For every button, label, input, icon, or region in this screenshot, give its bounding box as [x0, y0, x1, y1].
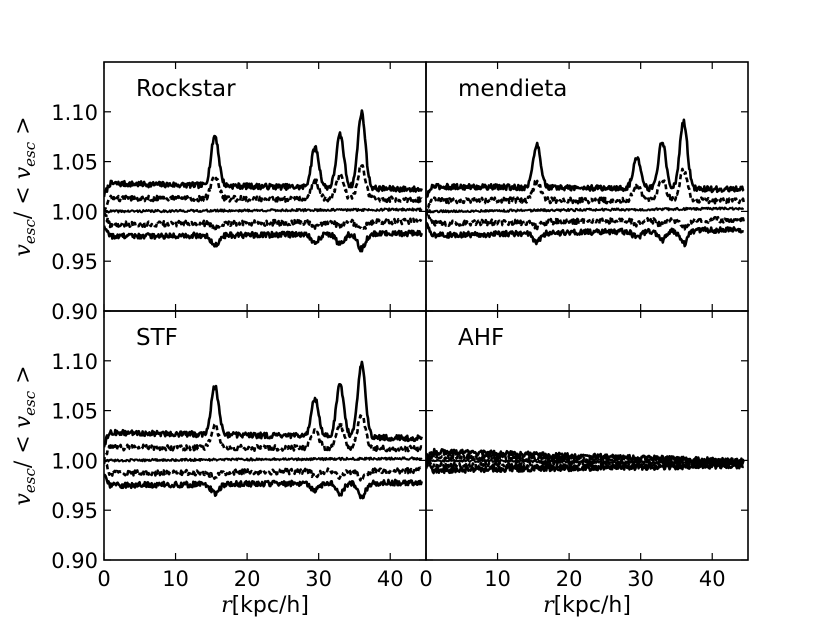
series-4-line: [426, 210, 745, 231]
axes-frame: [425, 310, 749, 561]
y-tick-label: 0.95: [51, 250, 98, 274]
x-tick-label: 30: [627, 567, 654, 591]
panel-rockstar: 0.90 0.95 1.00 1.05 1.10 Rockstar vesc/ < vesc…: [11, 61, 427, 324]
x-tick-label: 20: [556, 567, 583, 591]
series-group: [104, 109, 423, 253]
y-tick-label: 1.00: [51, 449, 98, 473]
y-tick-label: 0.90: [51, 300, 98, 324]
panel-ahf: 0 10 20 30 40 AHF r[kpc/h]: [419, 310, 749, 618]
series-2-line: [104, 164, 423, 213]
series-1-line: [104, 109, 423, 198]
y-tick-label: 1.00: [51, 200, 98, 224]
series-4-line: [104, 459, 423, 482]
x-tick-label: 30: [305, 567, 332, 591]
x-tick-label: 10: [162, 567, 189, 591]
series-5-line: [426, 221, 745, 248]
series-group: [104, 360, 423, 500]
y-axis-label: vesc/ < vesc >: [11, 116, 39, 256]
series-1-line: [104, 360, 423, 448]
series-4-line: [104, 212, 423, 233]
x-tick-label: 0: [419, 567, 432, 591]
panel-label: STF: [136, 325, 178, 351]
x-tick-label: 40: [699, 567, 726, 591]
series-5-line: [104, 473, 423, 500]
series-5-line: [104, 225, 423, 253]
series-2-line: [426, 167, 745, 214]
y-tick-label: 1.10: [51, 101, 98, 125]
panel-label: Rockstar: [136, 76, 236, 102]
x-tick-label: 0: [97, 567, 110, 591]
x-tick-label: 10: [484, 567, 511, 591]
panel-mendieta: mendieta: [425, 61, 749, 312]
y-tick-label: 0.90: [51, 549, 98, 573]
series-3-line: [426, 458, 744, 466]
panel-stf: 0.90 0.95 1.00 1.05 1.10 0 10 20 30 40 STF r[kpc/h]…: [11, 310, 427, 618]
panel-label: AHF: [458, 325, 504, 351]
x-tick-label: 40: [377, 567, 404, 591]
y-tick-label: 0.95: [51, 499, 98, 523]
y-tick-label: 1.05: [51, 400, 98, 424]
y-tick-label: 1.05: [51, 151, 98, 175]
y-tick-label: 1.10: [51, 350, 98, 374]
series-5-line: [426, 458, 745, 475]
x-axis-label: r[kpc/h]: [221, 593, 309, 618]
series-3-line: [104, 207, 423, 214]
series-1-line: [426, 118, 745, 199]
series-2-line: [104, 414, 423, 463]
series-group: [426, 447, 745, 475]
series-group: [426, 118, 745, 248]
series-3-line: [426, 206, 744, 214]
x-axis-label: r[kpc/h]: [543, 593, 631, 618]
y-axis-label: vesc/ < vesc >: [11, 365, 39, 505]
series-3-line: [104, 456, 423, 463]
panel-label: mendieta: [458, 76, 567, 102]
x-tick-label: 20: [234, 567, 261, 591]
